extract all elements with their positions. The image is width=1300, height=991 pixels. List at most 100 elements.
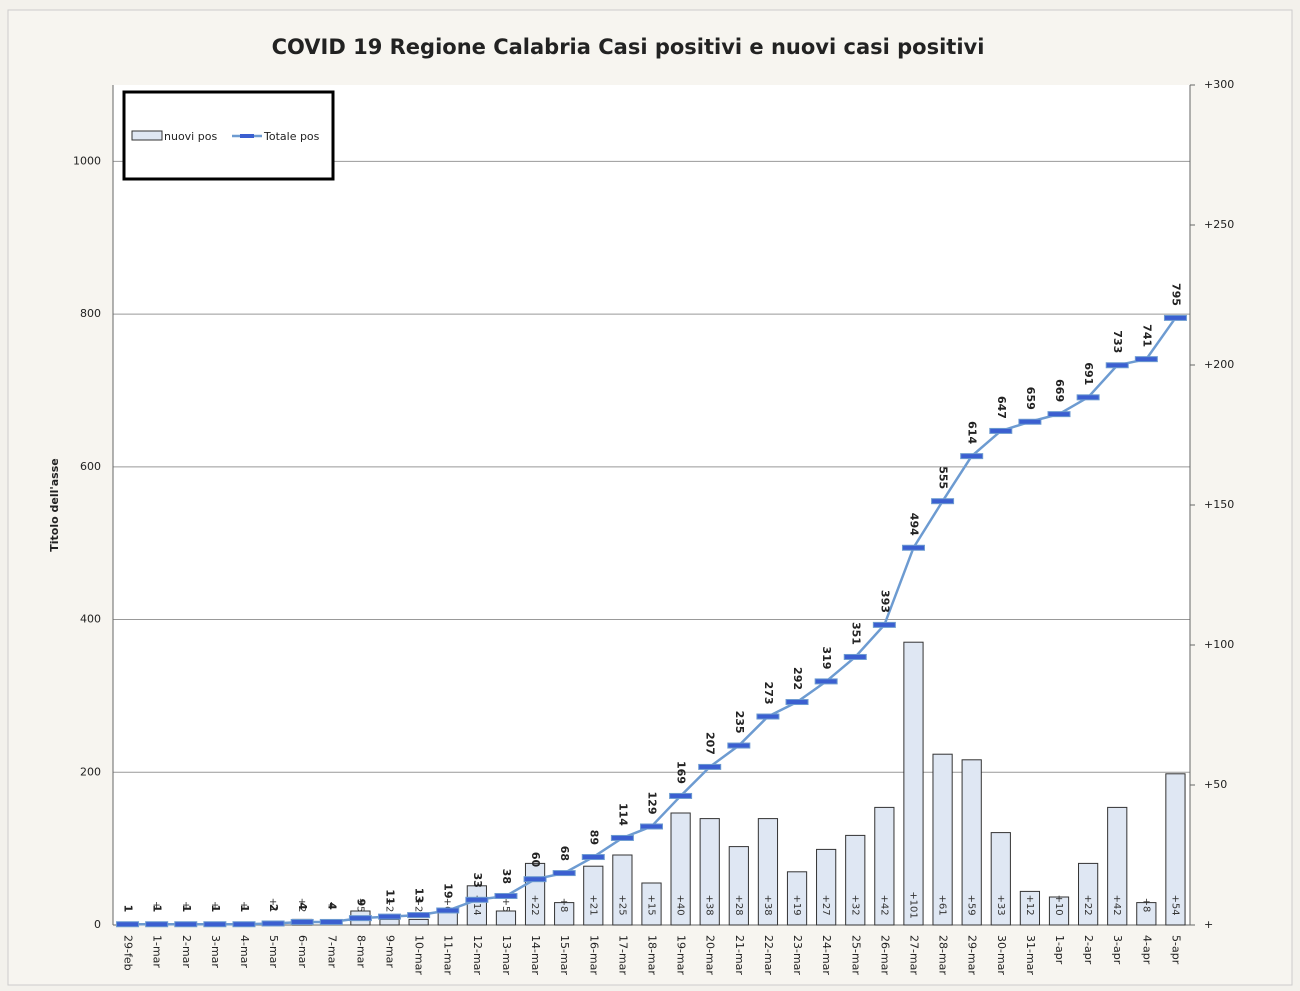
bar [1107, 806, 1128, 926]
legend-swatch [131, 130, 163, 141]
y-tick-label: 200 [80, 765, 101, 778]
line-value-label: 60 [529, 852, 542, 868]
x-tick-label: 17-mar [616, 935, 629, 975]
bar [583, 865, 604, 926]
line-marker [669, 792, 693, 799]
bar [1078, 862, 1099, 926]
bar-value-label: +21 [587, 894, 598, 915]
bar [670, 812, 691, 926]
x-tick-label: 1-apr [1053, 935, 1066, 965]
bar [408, 918, 429, 926]
bar [816, 848, 837, 926]
x-tick-label: 29-feb [122, 935, 135, 971]
bar-value-label: +22 [1082, 894, 1093, 915]
line-value-label: 273 [762, 682, 775, 705]
chart-title: COVID 19 Regione Calabria Casi positivi … [272, 35, 985, 59]
x-tick-label: 2-mar [180, 935, 193, 968]
bar-value-label: +12 [1024, 894, 1035, 915]
bar [786, 871, 808, 926]
bar-value-label: +42 [878, 894, 889, 915]
x-tick-label: 14-mar [529, 935, 542, 975]
bar [379, 918, 400, 926]
bar [932, 753, 953, 926]
bar [961, 759, 982, 926]
line-value-label: 669 [1053, 379, 1066, 402]
legend-marker [240, 134, 254, 138]
line-value-label: 38 [500, 869, 513, 884]
x-tick-label: 8-mar [354, 935, 367, 968]
line-value-label: 68 [558, 846, 571, 861]
legend-label: nuovi pos [164, 130, 217, 143]
bar-value-label: +32 [849, 894, 860, 915]
bar-value-label: +59 [966, 894, 977, 915]
bar [612, 854, 633, 926]
line-marker [785, 699, 809, 706]
line-value-label: 9 [354, 898, 367, 906]
line-value-label: 292 [791, 667, 804, 690]
line-marker [290, 918, 314, 925]
x-tick-label: 9-mar [384, 935, 397, 968]
bar-value-label: +22 [529, 894, 540, 915]
line-value-label: 1 [122, 905, 135, 913]
x-tick-label: 30-mar [995, 935, 1008, 975]
line-value-label: 614 [966, 421, 979, 444]
line-marker [901, 544, 925, 551]
bar-value-label: +40 [675, 894, 686, 915]
line-value-label: 169 [675, 761, 688, 784]
bar [641, 882, 662, 926]
line-value-label: 129 [646, 792, 659, 815]
bar-value-label: +38 [704, 894, 715, 915]
bar-value-label: + [238, 901, 249, 909]
line-marker [756, 713, 780, 720]
line-marker [494, 892, 518, 899]
bar-value-label: + [151, 901, 162, 909]
x-tick-label: 13-mar [500, 935, 513, 975]
x-tick-label: 20-mar [704, 935, 717, 975]
y2-tick-label: +100 [1204, 638, 1234, 651]
bar [554, 902, 575, 926]
line-value-label: 33 [471, 872, 484, 887]
line-marker [1105, 362, 1129, 369]
bar-value-label: +54 [1169, 894, 1180, 915]
bar-value-label: + [209, 901, 220, 909]
x-tick-label: 26-mar [878, 935, 891, 975]
line-marker [1134, 356, 1158, 363]
bar-value-label: +15 [646, 894, 657, 915]
x-tick-label: 6-mar [296, 935, 309, 968]
line-value-label: 19 [442, 883, 455, 898]
bar-value-label: + [180, 901, 191, 909]
x-tick-label: 15-mar [558, 935, 571, 975]
bar-value-label: +6 [442, 898, 453, 913]
x-tick-label: 12-mar [471, 935, 484, 975]
x-tick-label: 5-mar [267, 935, 280, 968]
bar-value-label: +28 [733, 894, 744, 915]
x-tick-label: 10-mar [413, 935, 426, 975]
line-marker [174, 921, 198, 928]
bar [699, 818, 720, 926]
y2-tick-label: +300 [1204, 78, 1234, 91]
line-value-label: 1 [209, 905, 222, 913]
x-tick-label: 31-mar [1024, 935, 1037, 975]
line-marker [348, 915, 372, 922]
bar-value-label: +10 [1053, 894, 1064, 915]
line-marker [581, 854, 605, 861]
bar [1048, 896, 1070, 926]
x-tick-label: 24-mar [820, 935, 833, 975]
x-tick-label: 21-mar [733, 935, 746, 975]
x-tick-label: 16-mar [587, 935, 600, 975]
x-tick-label: 22-mar [762, 935, 775, 975]
bar-value-label: +25 [616, 894, 627, 915]
x-tick-label: 4-apr [1140, 935, 1153, 965]
line-value-label: 647 [995, 396, 1008, 419]
line-value-label: 494 [907, 513, 920, 536]
y-axis-title: Titolo dell'asse [48, 458, 61, 551]
line-marker [552, 870, 576, 877]
bar-value-label: +61 [937, 894, 948, 915]
line-value-label: 89 [587, 830, 600, 845]
line-marker [116, 921, 140, 928]
line-marker [872, 621, 896, 628]
bar [495, 910, 517, 926]
x-tick-label: 11-mar [442, 935, 455, 975]
x-tick-label: 4-mar [238, 935, 251, 968]
